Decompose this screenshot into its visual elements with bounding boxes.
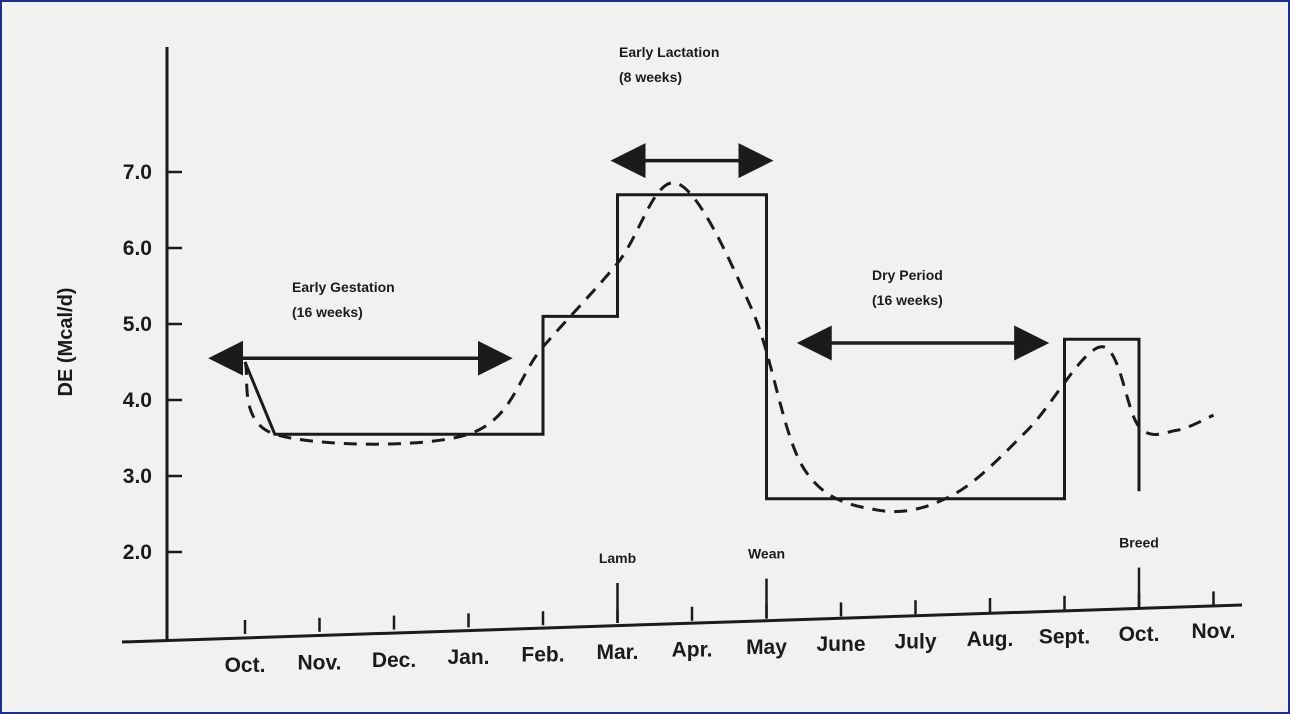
annotations-group: Early Gestation (16 weeks) Early Lactation… [208, 44, 1050, 376]
annotation-label: Dry Period [872, 267, 943, 283]
y-tick-label: 3.0 [123, 465, 152, 488]
x-tick-label: Apr. [672, 638, 713, 661]
y-tick-label: 7.0 [123, 161, 152, 184]
x-tick-label: Oct. [225, 654, 266, 677]
annotation-sublabel: (8 weeks) [619, 69, 682, 85]
event-label: Wean [748, 546, 785, 562]
x-tick-label: Sept. [1039, 625, 1090, 648]
annotation-label: Early Lactation [619, 44, 719, 60]
annotation-sublabel: (16 weeks) [872, 292, 943, 308]
annotation-label: Early Gestation [292, 279, 395, 295]
annotation-sublabel: (16 weeks) [292, 304, 363, 320]
y-axis-label: DE (Mcal/d) [55, 288, 77, 397]
x-tick-label: July [894, 631, 936, 654]
y-tick-label: 2.0 [123, 541, 152, 564]
x-tick-label: Mar. [596, 641, 638, 664]
event-label: Breed [1119, 535, 1159, 551]
series-line-solid [243, 193, 1141, 501]
y-tick-label: 6.0 [123, 237, 152, 260]
x-tick-label: Feb. [521, 644, 564, 667]
x-tick-label: Nov. [1192, 620, 1236, 643]
events-group: Lamb Wean Breed [599, 535, 1159, 623]
axes: 2.0 3.0 4.0 5.0 6.0 7.0 Oct. Nov. Dec. Jan. Feb. Ma… [121, 47, 1243, 677]
x-axis-line [121, 603, 1243, 644]
x-tick-label: Jan. [447, 646, 489, 669]
event-label: Lamb [599, 550, 636, 566]
series-group [243, 181, 1215, 514]
x-tick-label: June [816, 633, 865, 656]
x-tick-label: May [746, 636, 787, 659]
y-tick-label: 4.0 [123, 389, 152, 412]
y-tick-label: 5.0 [123, 313, 152, 336]
series-line-dashed [243, 181, 1215, 514]
x-tick-label: Nov. [298, 651, 342, 674]
x-tick-label: Dec. [372, 649, 416, 672]
x-tick-label: Aug. [967, 628, 1014, 651]
x-tick-label: Oct. [1119, 623, 1160, 646]
